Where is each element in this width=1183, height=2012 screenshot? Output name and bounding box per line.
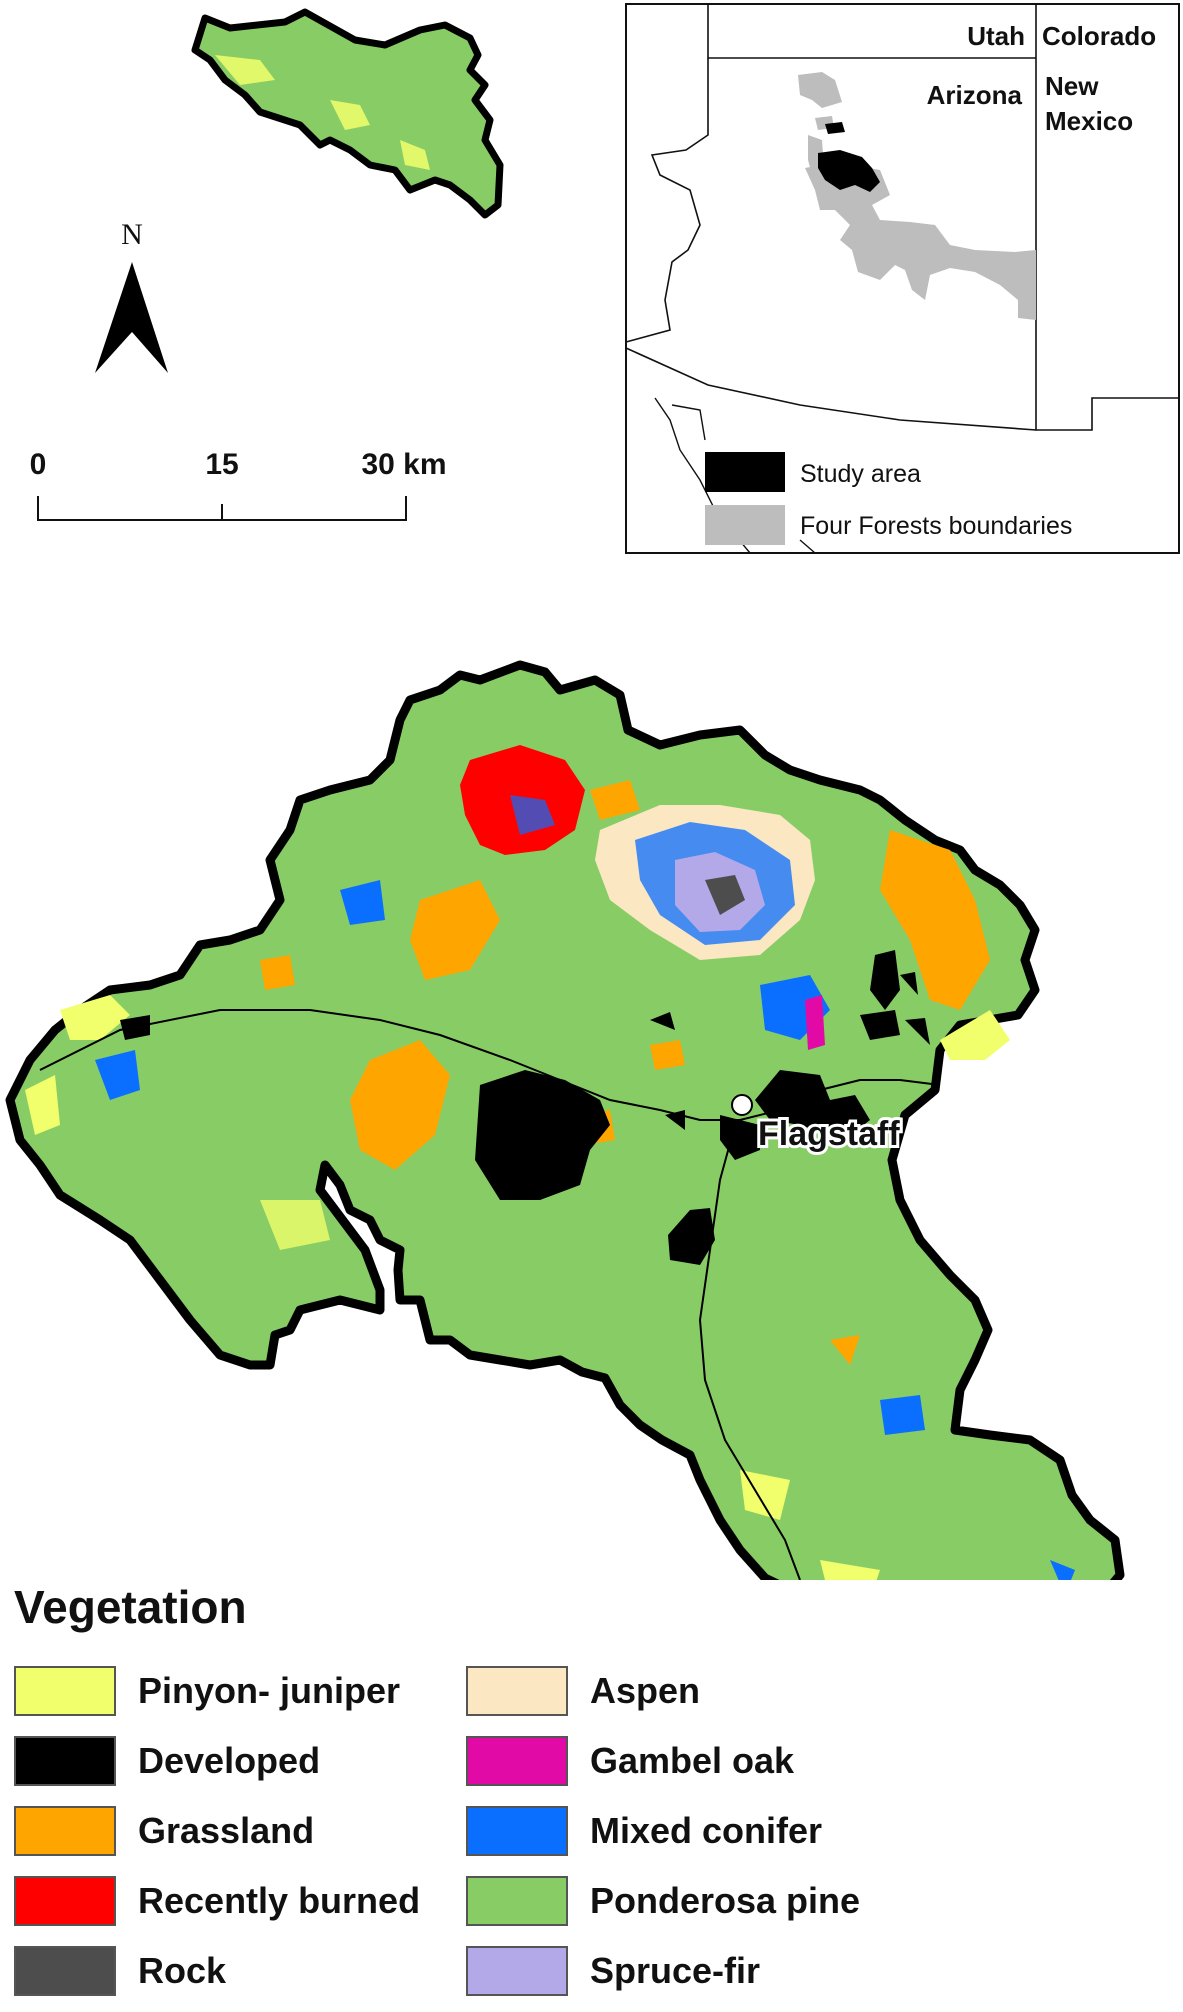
legend-item: Grassland bbox=[14, 1805, 314, 1857]
pinyon-juniper-patches bbox=[25, 995, 1010, 1580]
legend-label: Spruce-fir bbox=[590, 1950, 761, 1991]
scale-tick-15: 15 bbox=[205, 448, 238, 481]
main-vegetation-map: Flagstaff bbox=[5, 660, 1125, 1580]
legend-label: Developed bbox=[138, 1740, 321, 1781]
legend-swatch bbox=[466, 1876, 568, 1926]
legend-swatch bbox=[466, 1666, 568, 1716]
northern-study-area bbox=[191, 8, 504, 219]
mountain-vegetation-zones bbox=[595, 805, 815, 960]
legend-swatch bbox=[466, 1946, 568, 1996]
inset-label-colorado: Colorado bbox=[1042, 21, 1156, 51]
scale-bar: 0 15 30 km bbox=[30, 448, 447, 521]
legend-title: Vegetation bbox=[14, 1581, 247, 1633]
legend-swatch bbox=[466, 1806, 568, 1856]
legend-label: Ponderosa pine bbox=[590, 1880, 861, 1921]
gambel-oak-patch bbox=[805, 995, 825, 1050]
legend-item: Developed bbox=[14, 1735, 320, 1787]
inset-label-arizona: Arizona bbox=[927, 80, 1023, 110]
four-forests-swatch bbox=[705, 505, 785, 545]
study-area-label: Study area bbox=[800, 460, 921, 488]
legend-label: Mixed conifer bbox=[590, 1810, 823, 1851]
legend-swatch bbox=[14, 1946, 116, 1996]
legend-item: Mixed conifer bbox=[466, 1805, 822, 1857]
four-forests-boundary bbox=[798, 72, 1036, 320]
study-area-swatch bbox=[705, 452, 785, 492]
legend-item: Spruce-fir bbox=[466, 1945, 760, 1997]
inset-label-mexico: Mexico bbox=[1045, 106, 1133, 136]
legend-label: Grassland bbox=[138, 1810, 315, 1851]
legend-label: Rock bbox=[138, 1950, 227, 1991]
flagstaff-marker bbox=[731, 1094, 753, 1116]
legend-swatch bbox=[14, 1876, 116, 1926]
grassland-patches bbox=[260, 780, 990, 1365]
legend-label: Aspen bbox=[590, 1670, 701, 1711]
legend-label: Pinyon- juniper bbox=[138, 1670, 401, 1711]
north-arrow: N bbox=[95, 218, 168, 373]
legend-label: Gambel oak bbox=[590, 1740, 795, 1781]
vegetation-legend: Vegetation Pinyon- juniper Developed Grass… bbox=[14, 1580, 1164, 2010]
interstate-highway bbox=[39, 1009, 941, 1580]
north-label: N bbox=[121, 218, 143, 251]
legend-item: Recently burned bbox=[14, 1875, 420, 1927]
flagstaff-label: Flagstaff bbox=[758, 1115, 900, 1153]
legend-swatch bbox=[14, 1666, 116, 1716]
legend-item: Pinyon- juniper bbox=[14, 1665, 400, 1717]
recently-burned-patch bbox=[460, 745, 585, 855]
legend-item: Gambel oak bbox=[466, 1735, 794, 1787]
inset-label-new: New bbox=[1045, 71, 1099, 101]
legend-item: Ponderosa pine bbox=[466, 1875, 860, 1927]
legend-swatch bbox=[466, 1736, 568, 1786]
legend-item: Aspen bbox=[466, 1665, 700, 1717]
legend-item: Rock bbox=[14, 1945, 226, 1997]
legend-swatch bbox=[14, 1736, 116, 1786]
scale-tick-0: 0 bbox=[30, 448, 47, 481]
inset-map: Utah Colorado Arizona New Mexico Study a… bbox=[625, 3, 1180, 554]
scale-end-label: 30 km bbox=[361, 448, 446, 481]
north-arrow-icon bbox=[95, 262, 168, 373]
study-area-locator bbox=[818, 122, 880, 192]
developed-areas bbox=[120, 950, 930, 1265]
inset-label-utah: Utah bbox=[967, 21, 1025, 51]
legend-label: Recently burned bbox=[138, 1880, 421, 1921]
four-forests-label: Four Forests boundaries bbox=[800, 512, 1072, 540]
legend-swatch bbox=[14, 1806, 116, 1856]
